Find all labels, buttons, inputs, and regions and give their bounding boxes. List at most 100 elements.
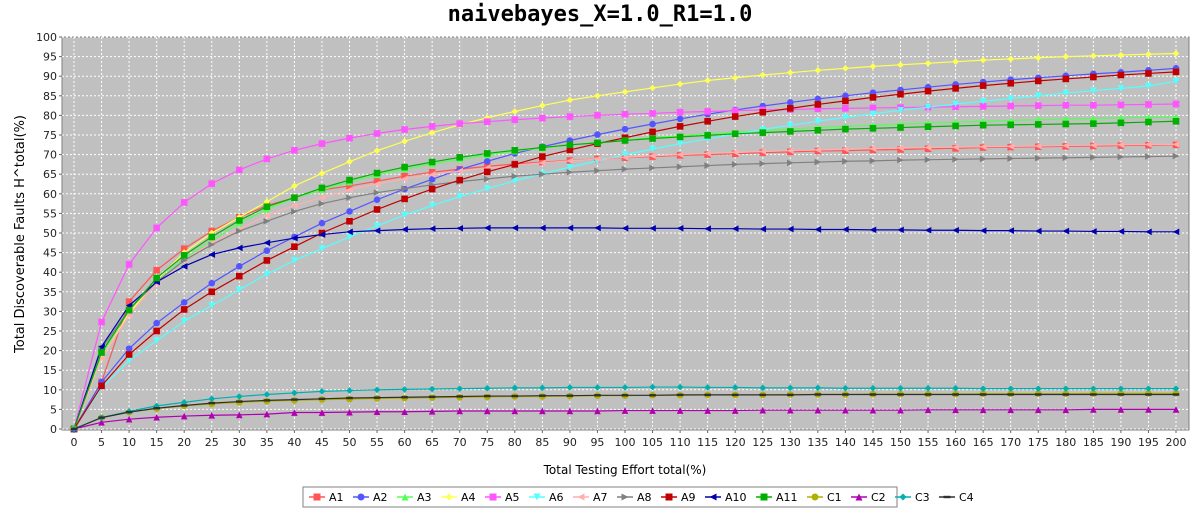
data-point <box>263 247 271 254</box>
y-tick-label: 10 <box>43 384 57 397</box>
data-point <box>263 155 271 163</box>
data-point <box>814 158 822 166</box>
data-point <box>153 413 160 421</box>
y-tick-label: 45 <box>43 247 57 260</box>
data-point <box>1062 385 1070 392</box>
data-point <box>731 148 739 156</box>
legend: A1 A2 A3 A4 A5 A6 A7 A8 A9 A10 A11 C1 C2 C3 C4 <box>302 486 974 508</box>
data-point <box>401 163 408 171</box>
data-point <box>1007 79 1014 87</box>
data-point <box>621 125 629 133</box>
data-point <box>649 407 656 414</box>
data-point <box>539 384 546 392</box>
data-point <box>483 157 491 165</box>
x-tick-label: 185 <box>1083 436 1104 449</box>
data-point <box>1172 141 1180 148</box>
data-point <box>924 226 932 234</box>
data-point <box>1117 101 1125 109</box>
data-point <box>180 317 188 325</box>
data-point <box>539 144 546 151</box>
legend-item-c3: C3 <box>895 491 930 504</box>
data-point <box>318 409 326 416</box>
data-point <box>1007 55 1014 63</box>
data-point <box>373 169 381 177</box>
data-point <box>125 351 133 358</box>
data-point <box>1062 120 1070 128</box>
data-point <box>401 396 408 399</box>
data-point <box>208 233 216 241</box>
x-tick-label: 60 <box>398 436 412 449</box>
legend-swatch-marker <box>357 493 365 501</box>
data-point <box>1007 385 1014 392</box>
y-tick-label: 95 <box>43 51 57 64</box>
x-tick-label: 20 <box>177 436 191 449</box>
data-point <box>814 105 822 113</box>
data-point <box>1007 95 1014 102</box>
data-point <box>1172 77 1180 85</box>
data-point <box>704 225 711 232</box>
data-point <box>621 151 629 158</box>
data-point <box>594 139 601 147</box>
data-point <box>373 130 381 137</box>
data-point <box>263 203 271 211</box>
data-point <box>842 92 849 100</box>
data-point <box>1117 114 1125 122</box>
data-point <box>842 97 849 105</box>
legend-label: A2 <box>373 491 388 504</box>
data-point <box>1172 406 1180 413</box>
data-point <box>1117 141 1125 149</box>
data-point <box>649 84 656 92</box>
data-point <box>98 416 105 419</box>
data-point <box>897 156 904 164</box>
data-point <box>346 217 353 225</box>
data-point <box>346 158 353 165</box>
data-point <box>842 384 849 392</box>
data-point <box>428 123 436 130</box>
data-point <box>924 156 932 163</box>
legend-item-a3: A3 <box>397 491 432 504</box>
data-point <box>924 87 932 95</box>
data-point <box>125 415 133 423</box>
data-point <box>539 170 546 178</box>
data-point <box>787 406 794 414</box>
data-point <box>511 394 519 398</box>
data-point <box>401 172 408 180</box>
series-a8 <box>70 152 1180 433</box>
data-point <box>483 150 491 157</box>
data-point <box>731 107 739 114</box>
data-point <box>1145 101 1152 108</box>
data-point <box>428 185 436 193</box>
x-tick-label: 130 <box>780 436 801 449</box>
data-point <box>842 145 849 153</box>
data-point <box>483 394 491 398</box>
data-point <box>263 212 271 219</box>
data-point <box>1172 117 1180 125</box>
data-point <box>428 171 436 178</box>
legend-item-a5: A5 <box>485 491 520 504</box>
data-point <box>842 65 849 72</box>
data-point <box>318 397 326 401</box>
x-tick-label: 200 <box>1166 436 1187 449</box>
data-point <box>869 125 877 132</box>
data-point <box>897 226 904 234</box>
data-point <box>1034 121 1042 128</box>
data-point <box>979 82 987 89</box>
data-point <box>153 224 160 232</box>
data-point <box>814 384 822 392</box>
data-point <box>208 288 216 296</box>
legend-swatch-marker <box>760 493 768 501</box>
series-group <box>70 50 1180 433</box>
data-point <box>180 299 188 306</box>
data-point <box>236 227 243 235</box>
data-point <box>924 59 932 67</box>
data-point <box>1117 153 1125 161</box>
data-point <box>676 140 684 147</box>
data-point <box>566 163 574 171</box>
data-point <box>704 162 711 169</box>
data-point <box>346 194 353 202</box>
data-point <box>759 225 767 233</box>
data-point <box>621 88 629 96</box>
data-point <box>1090 406 1097 413</box>
data-point <box>153 327 160 335</box>
data-point <box>787 128 794 135</box>
